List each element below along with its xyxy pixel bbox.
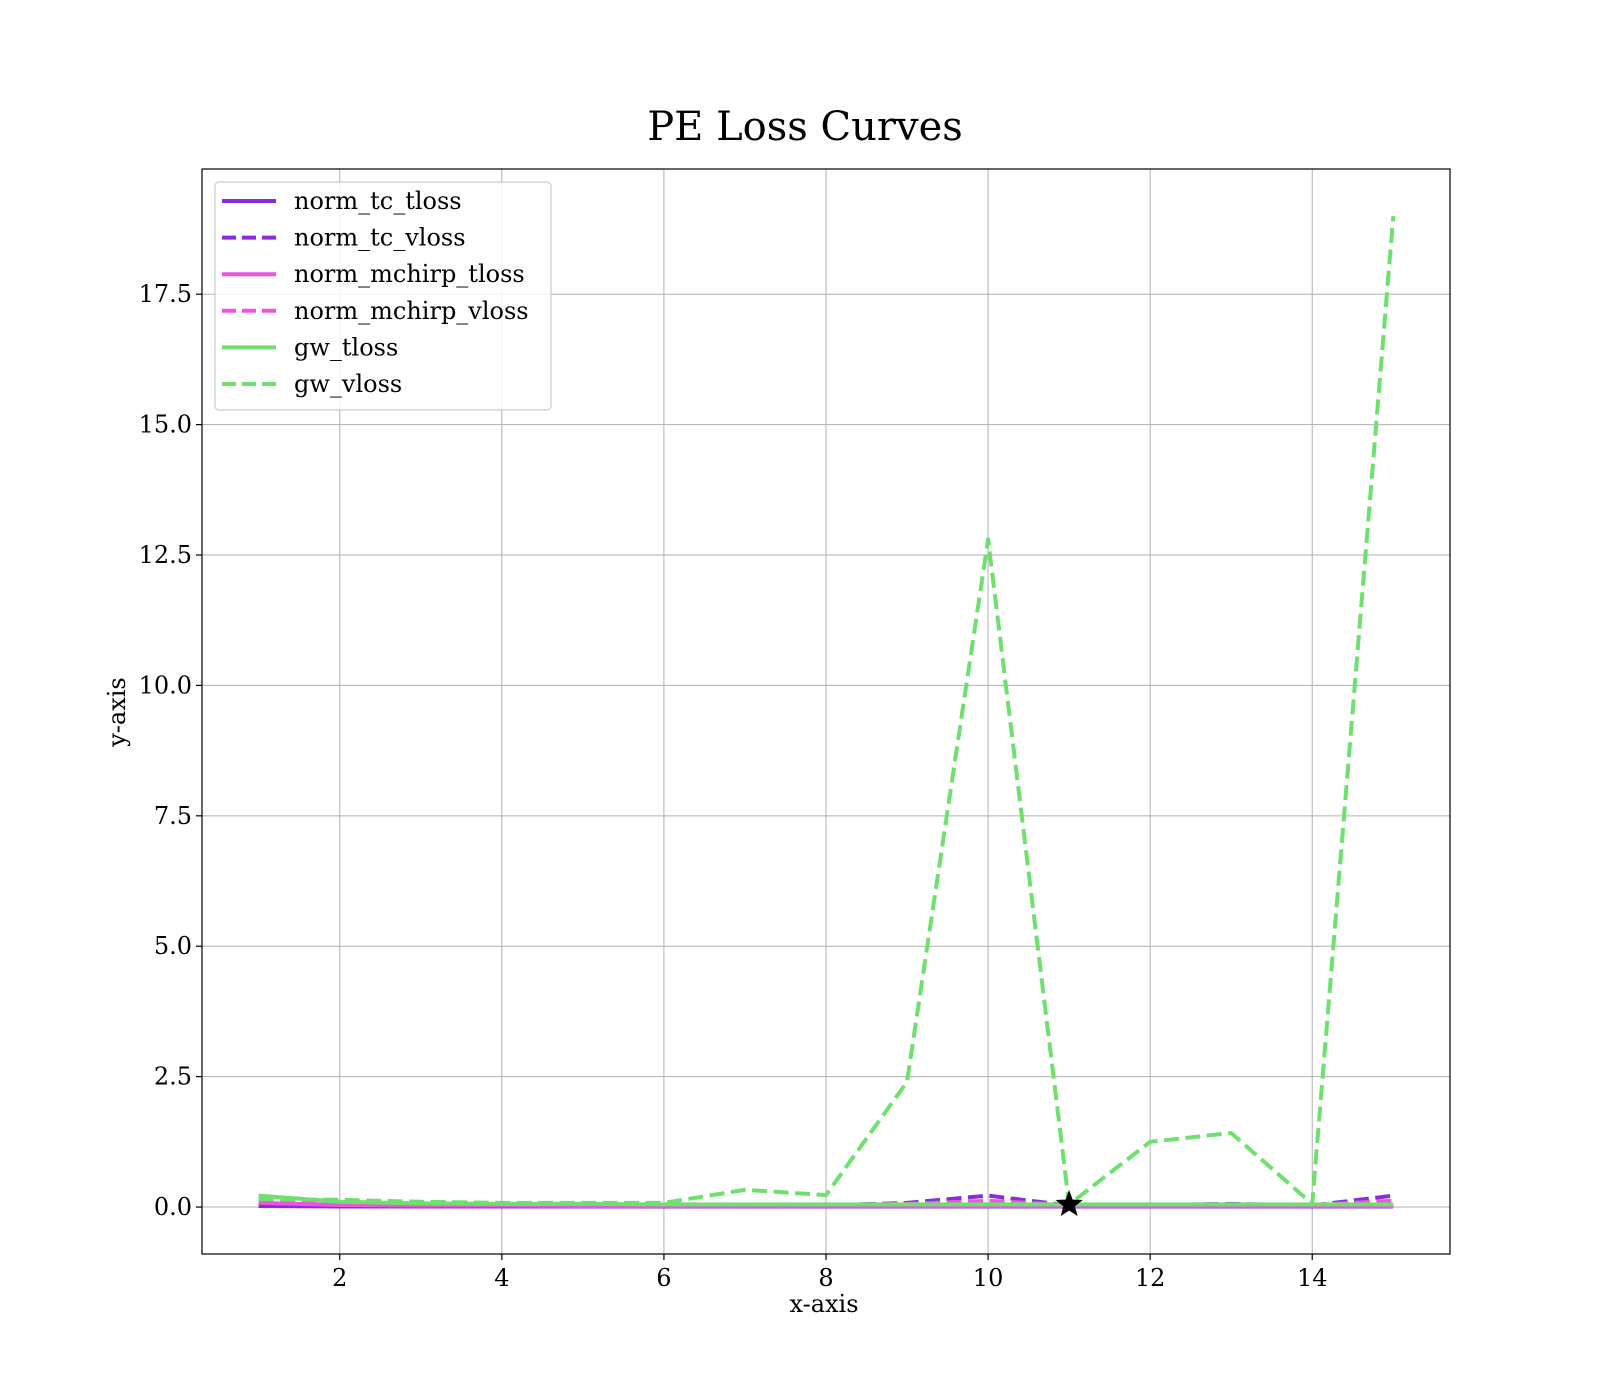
y-tick-label: 15.0 [139,411,192,439]
tick-layer: 2 4 6 8 10 12 14 0.0 2.5 5.0 7.5 10.0 12.5 15.0 17.5 [139,280,1328,1292]
y-tick-label: 17.5 [139,280,192,308]
legend-label-norm-mchirp-tloss: norm_mchirp_tloss [294,260,525,288]
series-layer [258,215,1396,1209]
y-tick-label: 2.5 [154,1063,192,1091]
grid-layer [202,169,1450,1254]
y-tick-label: 7.5 [154,802,192,830]
x-tick-label: 4 [494,1264,509,1292]
legend-label-norm-tc-tloss: norm_tc_tloss [294,187,462,215]
y-tick-label: 12.5 [139,541,192,569]
x-tick-label: 6 [656,1264,671,1292]
x-tick-label: 8 [818,1264,833,1292]
series-line-gw-vloss [258,215,1396,1207]
x-tick-label: 2 [332,1264,347,1292]
legend-label-norm-mchirp-vloss: norm_mchirp_vloss [294,297,529,325]
legend-label-gw-vloss: gw_vloss [294,370,402,398]
y-tick-label: 10.0 [139,671,192,699]
legend-label-norm-tc-vloss: norm_tc_vloss [294,224,466,252]
legend-box [214,181,552,411]
y-tick-label: 0.0 [154,1193,192,1221]
y-tick-label: 5.0 [154,932,192,960]
best-epoch-star-marker [1055,1189,1083,1217]
series-line-gw-tloss [258,1193,1394,1207]
y-axis-label: y-axis [103,677,131,748]
x-tick-label: 12 [1135,1264,1166,1292]
chart-title: PE Loss Curves [647,104,963,150]
x-tick-label: 10 [973,1264,1004,1292]
legend-label-gw-tloss: gw_tloss [294,333,398,361]
legend-entries: norm_tc_tloss norm_tc_vloss norm_mchirp_tl… [222,187,529,398]
legend: norm_tc_tloss norm_tc_vloss norm_mchirp_tl… [214,181,552,411]
x-axis-label: x-axis [789,1290,858,1318]
x-tick-label: 14 [1297,1264,1328,1292]
marker-layer [1055,1189,1083,1217]
